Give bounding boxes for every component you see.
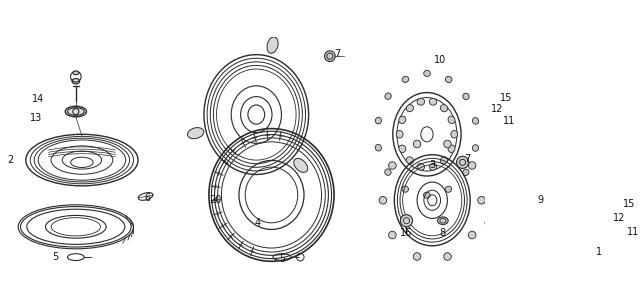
- Text: 8: 8: [439, 228, 445, 238]
- Ellipse shape: [402, 76, 409, 83]
- Text: 13: 13: [30, 113, 42, 124]
- Text: 15: 15: [500, 93, 513, 103]
- Circle shape: [388, 231, 396, 239]
- Circle shape: [536, 200, 543, 206]
- Text: 5: 5: [279, 254, 285, 264]
- Ellipse shape: [506, 182, 512, 188]
- Text: 7: 7: [464, 154, 470, 164]
- Circle shape: [413, 140, 421, 148]
- Ellipse shape: [445, 76, 452, 83]
- Text: 6: 6: [145, 193, 151, 203]
- Ellipse shape: [445, 186, 452, 192]
- Ellipse shape: [294, 158, 308, 172]
- Ellipse shape: [65, 106, 86, 117]
- Circle shape: [548, 224, 554, 230]
- Text: 4: 4: [255, 218, 261, 228]
- Ellipse shape: [463, 169, 469, 176]
- Ellipse shape: [385, 93, 391, 99]
- Circle shape: [604, 232, 612, 241]
- Ellipse shape: [463, 93, 469, 100]
- Ellipse shape: [485, 220, 492, 226]
- Ellipse shape: [429, 163, 436, 170]
- Text: 9: 9: [538, 195, 544, 205]
- Circle shape: [444, 140, 451, 148]
- Ellipse shape: [490, 169, 497, 175]
- Text: 7: 7: [334, 49, 340, 59]
- Ellipse shape: [490, 241, 497, 248]
- Circle shape: [401, 215, 413, 227]
- Ellipse shape: [472, 118, 479, 124]
- Text: 20: 20: [209, 195, 221, 205]
- Ellipse shape: [424, 70, 430, 76]
- Ellipse shape: [490, 198, 497, 205]
- Ellipse shape: [506, 257, 512, 264]
- Ellipse shape: [267, 37, 278, 53]
- Ellipse shape: [375, 144, 381, 151]
- Ellipse shape: [438, 217, 448, 225]
- Ellipse shape: [547, 257, 553, 264]
- Ellipse shape: [406, 105, 413, 112]
- Circle shape: [468, 231, 476, 239]
- Ellipse shape: [375, 117, 381, 124]
- Circle shape: [324, 51, 335, 62]
- Circle shape: [489, 180, 498, 189]
- Ellipse shape: [73, 71, 79, 75]
- Ellipse shape: [188, 128, 204, 139]
- Circle shape: [413, 253, 421, 260]
- Ellipse shape: [549, 86, 558, 100]
- Circle shape: [379, 197, 387, 204]
- Text: 3: 3: [429, 160, 435, 170]
- Text: 15: 15: [623, 199, 636, 209]
- Circle shape: [507, 230, 513, 236]
- Circle shape: [388, 162, 396, 169]
- Ellipse shape: [402, 186, 408, 192]
- Ellipse shape: [406, 157, 413, 164]
- Ellipse shape: [72, 79, 79, 84]
- Ellipse shape: [472, 145, 479, 151]
- Circle shape: [511, 203, 517, 209]
- Text: 11: 11: [502, 116, 515, 126]
- Circle shape: [477, 197, 485, 204]
- Ellipse shape: [567, 220, 573, 226]
- Ellipse shape: [429, 98, 436, 105]
- Ellipse shape: [385, 169, 391, 175]
- Circle shape: [529, 243, 535, 249]
- Ellipse shape: [399, 145, 406, 152]
- Ellipse shape: [417, 98, 424, 105]
- Text: 2: 2: [8, 155, 13, 165]
- Ellipse shape: [547, 182, 553, 188]
- Ellipse shape: [526, 263, 532, 270]
- Text: 10: 10: [434, 55, 446, 65]
- Circle shape: [456, 156, 468, 168]
- Text: 1: 1: [596, 247, 602, 257]
- Ellipse shape: [526, 176, 532, 183]
- Ellipse shape: [591, 180, 604, 191]
- Ellipse shape: [424, 192, 430, 198]
- Circle shape: [444, 253, 451, 260]
- Ellipse shape: [451, 131, 458, 138]
- Ellipse shape: [504, 180, 516, 191]
- Circle shape: [468, 162, 476, 169]
- Ellipse shape: [440, 157, 447, 164]
- Ellipse shape: [448, 145, 455, 152]
- Text: 12: 12: [490, 104, 503, 114]
- Text: 11: 11: [627, 227, 639, 237]
- Ellipse shape: [399, 116, 406, 124]
- Text: 5: 5: [52, 252, 58, 262]
- Ellipse shape: [561, 198, 568, 205]
- Ellipse shape: [396, 131, 403, 138]
- Ellipse shape: [561, 241, 568, 248]
- Ellipse shape: [448, 116, 455, 124]
- Ellipse shape: [417, 163, 424, 170]
- Text: 14: 14: [32, 94, 44, 104]
- Ellipse shape: [440, 105, 447, 112]
- Text: 12: 12: [613, 213, 626, 223]
- Text: 16: 16: [399, 228, 412, 238]
- Ellipse shape: [604, 220, 612, 226]
